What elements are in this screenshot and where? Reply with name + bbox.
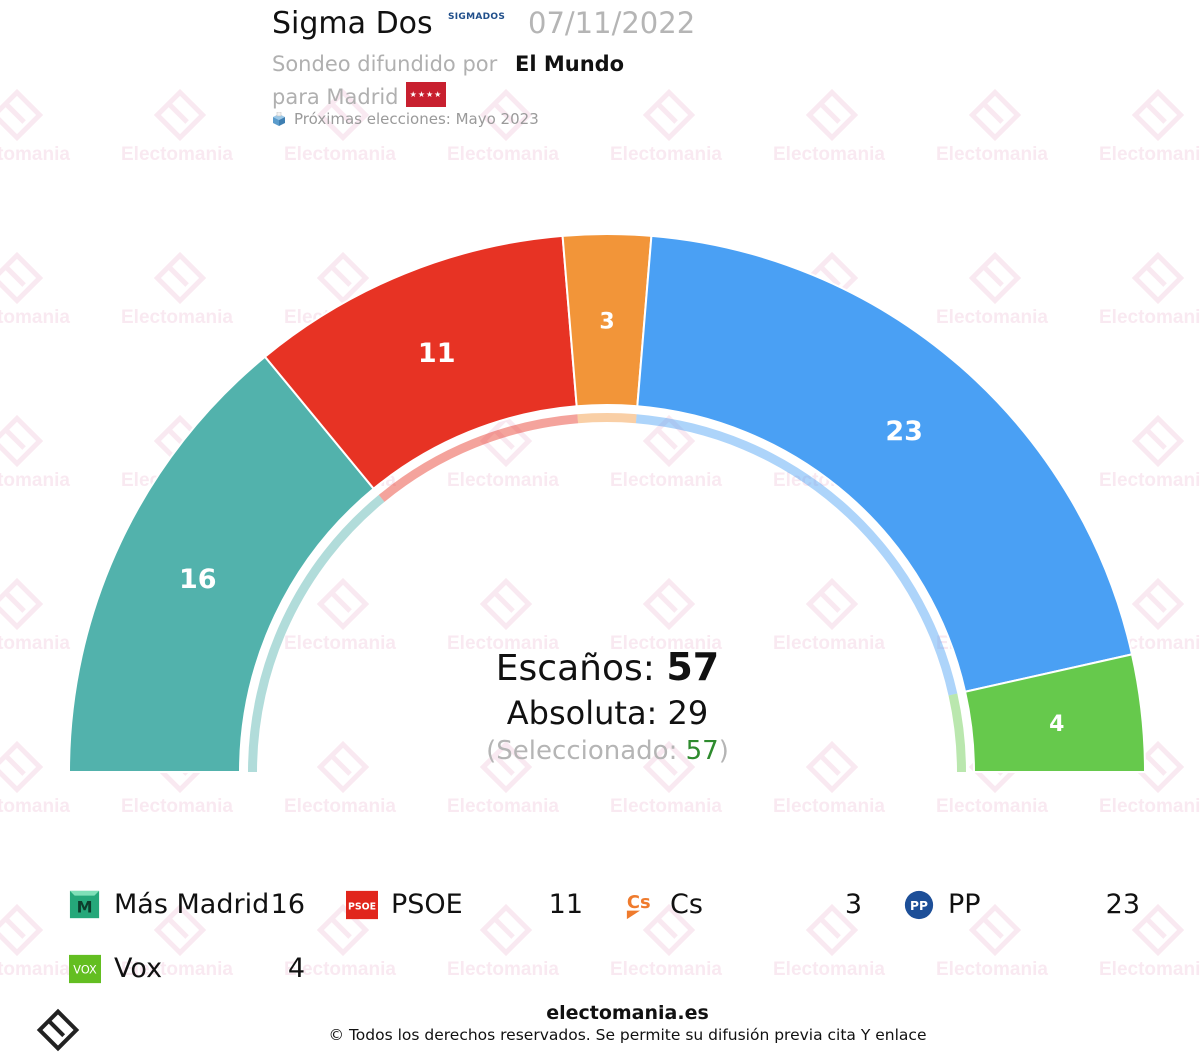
region-label: para Madrid	[272, 85, 399, 109]
seat-label-m-s-madrid: 16	[179, 564, 217, 595]
mas-madrid-logo-icon: M	[69, 890, 100, 919]
svg-text:PSOE: PSOE	[348, 902, 376, 913]
selected-value: 57	[685, 736, 719, 766]
legend-party-seats: 16	[270, 889, 305, 920]
total-seats: Escaños: 57	[400, 645, 815, 689]
total-seats-value: 57	[666, 645, 720, 689]
seat-arc-vox[interactable]	[963, 653, 1147, 773]
svg-text:Electomania: Electomania	[773, 959, 885, 980]
legend-item-vox[interactable]: VOX Vox 4	[68, 952, 305, 986]
selected-close: )	[718, 736, 729, 766]
legend-item-pp[interactable]: PP PP 23	[902, 888, 1140, 922]
svg-text:Electomania: Electomania	[610, 959, 722, 980]
pollster-name: Sigma Dos	[272, 6, 433, 41]
majority-label: Absoluta:	[506, 694, 658, 732]
madrid-flag-icon: ★★★★	[406, 82, 446, 107]
psoe-logo-icon: PSOE	[346, 890, 378, 920]
selected-label: (Seleccionado:	[486, 736, 678, 766]
legend-party-seats: 11	[548, 889, 583, 920]
seat-label-vox: 4	[1049, 712, 1064, 737]
legend-party-name: PP	[948, 889, 981, 920]
legend-party-seats: 3	[844, 889, 862, 920]
footer-copyright: © Todos los derechos reservados. Se perm…	[328, 1026, 927, 1044]
legend-item-cs[interactable]: Cs Cs 3	[624, 888, 862, 922]
svg-text:M: M	[77, 898, 93, 917]
legend-party-seats: 4	[287, 953, 305, 984]
svg-text:Electomania: Electomania	[1099, 959, 1200, 980]
pollster-logo: SIGMADOS	[448, 12, 506, 22]
electomania-logo-icon	[36, 1008, 80, 1052]
seat-label-cs: 3	[599, 310, 614, 335]
cs-logo-icon: Cs	[626, 892, 651, 920]
footer-site: electomania.es	[546, 1002, 709, 1024]
seat-label-pp: 23	[885, 416, 923, 447]
selected-arc-cs	[577, 413, 637, 424]
seat-arc-pp[interactable]	[636, 234, 1134, 693]
total-seats-label: Escaños:	[495, 648, 655, 689]
parliament-chart: 16 11 3 23 4	[67, 233, 1147, 773]
next-elections-text: Próximas elecciones: Mayo 2023	[294, 110, 539, 128]
ballot-box-icon	[273, 112, 285, 126]
legend-item-mas-madrid[interactable]: M Más Madrid 16	[68, 888, 305, 922]
majority: Absoluta: 29	[400, 694, 815, 732]
poll-date: 07/11/2022	[528, 6, 696, 40]
legend-item-psoe[interactable]: PSOE PSOE 11	[345, 888, 583, 922]
legend-party-seats: 23	[1105, 889, 1140, 920]
watermark-tile: Electomania	[0, 903, 70, 980]
majority-value: 29	[667, 694, 709, 732]
legend-party-name: Vox	[114, 953, 163, 984]
legend-party-name: Cs	[670, 889, 703, 920]
pp-logo-icon: PP	[904, 890, 934, 920]
selected-seats: (Seleccionado: 57)	[400, 736, 815, 766]
legend-party-name: Más Madrid	[114, 889, 270, 920]
selected-arc-psoe	[378, 414, 579, 502]
seat-label-psoe: 11	[418, 338, 456, 369]
svg-text:PP: PP	[910, 899, 928, 913]
selected-arc-pp	[635, 414, 958, 696]
svg-text:Electomania: Electomania	[447, 959, 559, 980]
legend-party-name: PSOE	[391, 889, 463, 920]
vox-logo-icon: VOX	[69, 954, 101, 984]
svg-text:Electomania: Electomania	[0, 959, 70, 980]
publisher-prefix: Sondeo difundido por	[272, 52, 498, 76]
svg-text:Electomania: Electomania	[936, 959, 1048, 980]
svg-text:Cs: Cs	[627, 892, 651, 913]
next-elections: Próximas elecciones: Mayo 2023	[272, 110, 539, 128]
selected-arc-vox	[948, 693, 966, 772]
svg-text:VOX: VOX	[73, 964, 97, 977]
publisher-name: El Mundo	[515, 52, 625, 76]
